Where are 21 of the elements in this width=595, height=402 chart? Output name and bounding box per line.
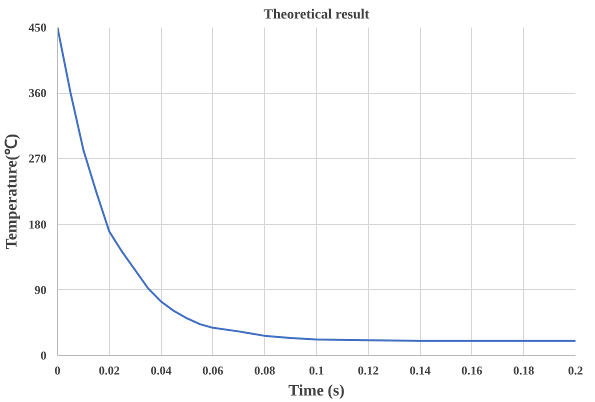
x-tick-label: 0 (54, 364, 60, 378)
x-tick-label: 0.2 (568, 364, 583, 378)
x-tick-label: 0.08 (254, 364, 276, 378)
y-tick-label: 450 (28, 20, 46, 34)
y-tick-label: 90 (34, 282, 46, 297)
x-tick-label: 0.16 (461, 364, 482, 378)
line-series (58, 28, 576, 342)
x-tick-label: 0.1 (309, 364, 324, 378)
y-tick-label: 0 (40, 348, 46, 362)
x-tick-label: 0.02 (98, 364, 120, 378)
y-tick-label: 180 (28, 217, 46, 232)
y-tick-label: 270 (28, 152, 46, 166)
x-tick-label: 0.12 (358, 364, 379, 378)
y-tick-label: 360 (28, 86, 46, 100)
x-tick-label: 0.06 (202, 364, 224, 378)
y-axis-title: Temperature(℃) (4, 134, 20, 250)
x-tick-label: 0.14 (410, 364, 431, 378)
x-axis-title: Time (s) (288, 382, 345, 400)
x-tick-label: 0.18 (513, 364, 534, 378)
x-tick-label: 0.04 (150, 364, 172, 378)
chart-title: Theoretical result (264, 8, 370, 22)
